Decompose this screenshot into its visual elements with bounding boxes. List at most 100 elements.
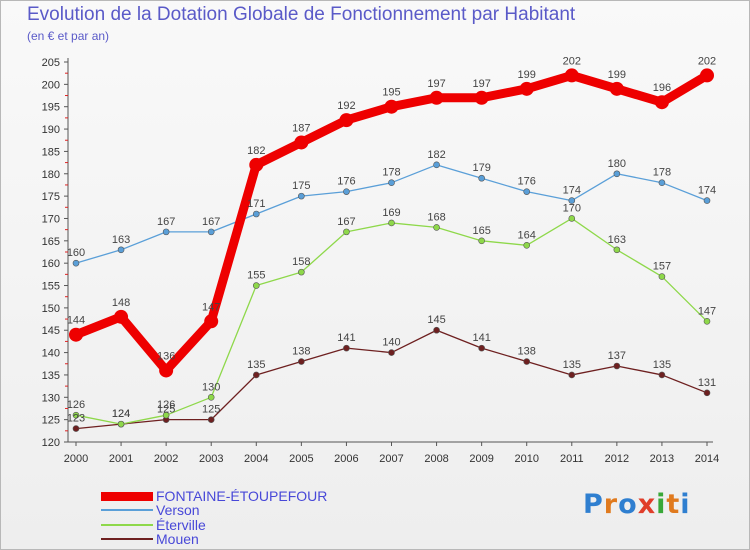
data-label: 180	[608, 158, 626, 170]
data-label: 165	[472, 225, 490, 237]
data-point	[703, 389, 711, 397]
data-point	[478, 344, 485, 352]
data-label: 199	[518, 69, 536, 81]
data-point	[433, 224, 440, 231]
data-point	[703, 197, 711, 204]
data-label: 164	[518, 229, 536, 241]
data-point	[298, 268, 305, 276]
data-label: 196	[653, 82, 671, 94]
y-tick-label: 130	[42, 392, 60, 404]
proxiti-logo: Proxiti	[583, 489, 691, 520]
data-point	[564, 68, 579, 83]
data-label: 160	[67, 247, 85, 259]
data-point	[298, 358, 305, 365]
data-point	[159, 363, 174, 378]
data-point	[613, 246, 621, 254]
legend-swatch-eterville	[101, 524, 153, 526]
data-label: 168	[427, 211, 445, 223]
logo-letter: r	[603, 489, 619, 520]
data-label: 141	[472, 332, 490, 344]
series-line-eterville	[75, 217, 708, 425]
y-tick-label: 175	[42, 191, 60, 203]
data-point	[478, 237, 485, 245]
data-point	[117, 420, 125, 428]
y-tick-label: 180	[42, 169, 60, 181]
data-label: 140	[382, 337, 400, 349]
y-tick-label: 140	[42, 348, 60, 360]
data-point	[114, 309, 129, 324]
data-point	[388, 349, 395, 356]
data-label: 130	[202, 381, 220, 393]
data-label: 182	[247, 145, 265, 157]
data-point	[519, 81, 534, 96]
x-tick-label: 2010	[514, 453, 538, 465]
data-label: 163	[112, 234, 130, 246]
data-point	[72, 425, 80, 432]
x-tick-label: 2012	[605, 453, 629, 465]
y-tick-label: 120	[42, 437, 60, 449]
data-label: 137	[608, 350, 626, 362]
data-point	[343, 228, 350, 236]
data-point	[523, 188, 531, 195]
data-label: 192	[337, 100, 355, 112]
data-label: 197	[427, 78, 445, 90]
legend-swatch-verson	[101, 509, 153, 511]
data-point	[523, 241, 531, 249]
data-label: 202	[698, 55, 716, 67]
data-label: 202	[563, 55, 581, 67]
data-point	[72, 411, 80, 419]
data-label: 155	[247, 270, 265, 282]
legend-item-mouen: Mouen	[101, 531, 199, 547]
data-point	[609, 81, 624, 96]
data-label: 176	[518, 176, 536, 188]
data-label: 174	[698, 185, 716, 197]
data-point	[568, 215, 576, 222]
y-tick-label: 190	[42, 124, 60, 136]
data-label: 131	[698, 377, 716, 389]
logo-letter: i	[656, 489, 667, 520]
y-tick-label: 195	[42, 102, 60, 114]
data-point	[249, 157, 264, 172]
data-label: 199	[608, 69, 626, 81]
x-tick-label: 2005	[289, 453, 313, 465]
data-label: 147	[698, 305, 716, 317]
data-point	[343, 344, 350, 352]
data-label: 178	[382, 167, 400, 179]
data-point	[568, 197, 576, 204]
legend-item-eterville: Éterville	[101, 517, 206, 533]
logo-letter: t	[666, 489, 681, 520]
data-point	[433, 161, 440, 169]
legend-label-verson: Verson	[156, 502, 200, 518]
y-tick-label: 155	[42, 281, 60, 293]
x-tick-label: 2006	[334, 453, 358, 465]
x-tick-label: 2013	[650, 453, 674, 465]
data-label: 138	[518, 346, 536, 358]
data-label: 167	[202, 216, 220, 228]
data-label: 171	[247, 198, 265, 210]
data-label: 147	[202, 301, 220, 313]
y-tick-label: 125	[42, 415, 60, 427]
data-point	[654, 95, 669, 110]
data-point	[207, 228, 215, 236]
data-point	[69, 327, 83, 342]
data-label: 136	[157, 350, 175, 362]
data-label: 169	[382, 207, 400, 219]
data-label: 175	[292, 180, 310, 192]
data-label: 187	[292, 122, 310, 134]
data-label: 170	[563, 202, 581, 214]
data-point	[339, 113, 354, 128]
data-point	[658, 371, 666, 379]
data-label: 157	[653, 261, 671, 273]
logo-letter: i	[680, 489, 691, 520]
data-point	[568, 371, 576, 379]
data-label: 148	[112, 297, 130, 309]
data-point	[433, 326, 440, 334]
y-tick-label: 185	[42, 146, 60, 158]
x-tick-label: 2004	[244, 453, 268, 465]
data-label: 167	[337, 216, 355, 228]
data-label: 138	[292, 346, 310, 358]
data-point	[162, 228, 170, 236]
data-point	[162, 411, 170, 419]
x-tick-label: 2001	[109, 453, 133, 465]
